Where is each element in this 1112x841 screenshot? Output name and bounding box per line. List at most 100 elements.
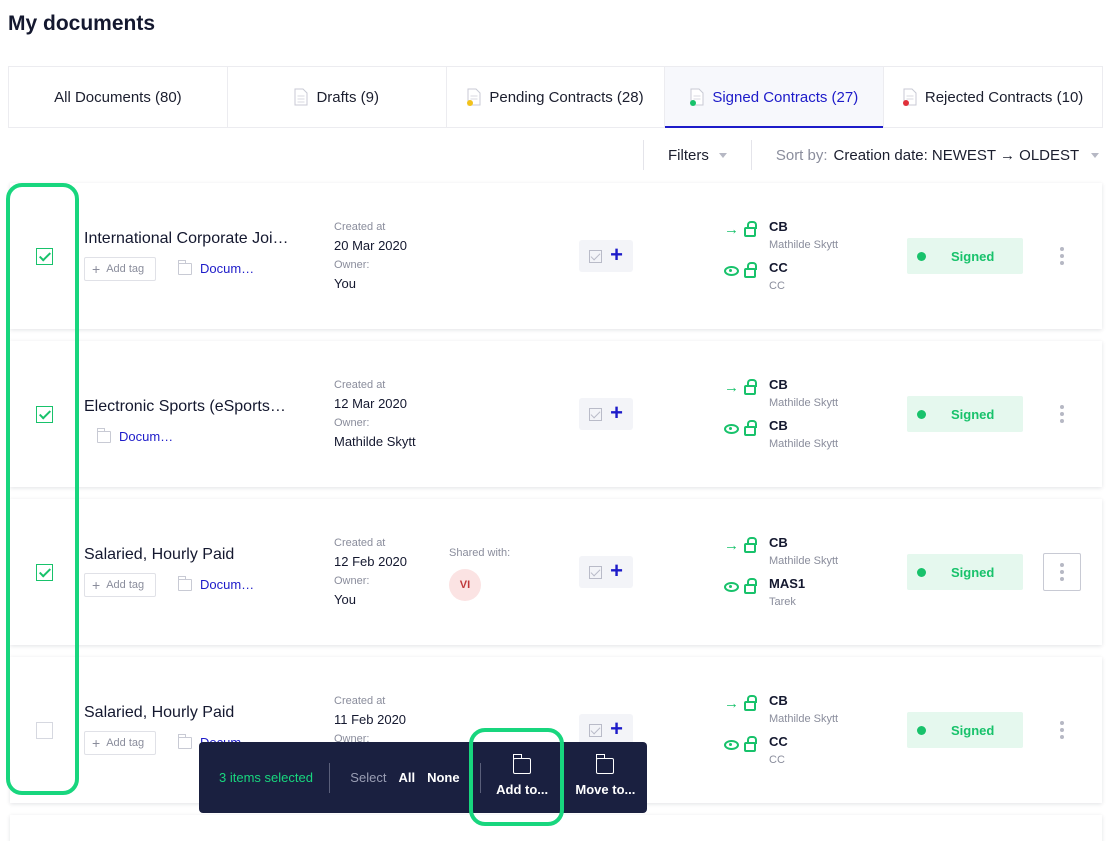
add-tag-button[interactable]: + Add tag: [84, 731, 156, 755]
plus-icon: +: [92, 577, 101, 593]
lock-icon: [744, 537, 757, 553]
signer-code: CB: [769, 377, 788, 392]
divider: [750, 140, 752, 170]
select-checkbox[interactable]: [36, 248, 53, 265]
owner-name: You: [334, 592, 356, 607]
select-none-button[interactable]: None: [427, 770, 460, 785]
select-all-button[interactable]: All: [398, 770, 416, 785]
signer-code: CB: [769, 693, 788, 708]
document-signed-icon: [690, 88, 704, 106]
lock-icon: [744, 695, 757, 711]
signer-name: Mathilde Skytt: [769, 555, 839, 567]
sign-add-button[interactable]: +: [579, 398, 633, 430]
tab-rejected-contracts[interactable]: Rejected Contracts (10): [884, 67, 1102, 127]
status-dot: [917, 567, 926, 577]
chevron-down-icon: [1091, 152, 1100, 158]
folder-icon: [97, 427, 111, 443]
signer-code: CB: [769, 219, 788, 234]
document-title[interactable]: International Corporate Joi…: [84, 230, 289, 247]
sign-add-button[interactable]: +: [579, 556, 633, 588]
document-card: Electronic Sports (eSports… Docum… Creat…: [10, 341, 1102, 487]
signer-name: Mathilde Skytt: [769, 397, 839, 409]
sort-value: Creation date: NEWEST → OLDEST: [833, 146, 1080, 164]
chevron-down-icon: [718, 152, 727, 158]
signer-entry: → CB Mathilde Skytt: [724, 219, 884, 259]
select-label: Select: [350, 770, 387, 785]
document-rejected-icon: [902, 88, 917, 106]
add-tag-label: Add tag: [106, 263, 145, 275]
sign-add-button[interactable]: +: [579, 240, 633, 272]
add-tag-button[interactable]: + Add tag: [84, 573, 156, 597]
sign-add-button[interactable]: +: [579, 714, 633, 746]
arrow-right-icon: →: [724, 379, 739, 396]
more-options-button[interactable]: [1043, 395, 1081, 433]
tab-label: Rejected Contracts (10): [924, 88, 1084, 106]
document-title[interactable]: Electronic Sports (eSports…: [84, 398, 286, 415]
eye-icon: [724, 423, 739, 434]
add-to-button[interactable]: Add to...: [481, 754, 564, 797]
more-options-button[interactable]: [1043, 711, 1081, 749]
tab-signed-contracts[interactable]: Signed Contracts (27): [665, 67, 885, 128]
created-label: Created at: [334, 695, 386, 707]
folder-link[interactable]: Docum…: [97, 427, 173, 444]
created-label: Created at: [334, 379, 386, 391]
folder-move-icon: [595, 754, 615, 774]
plus-icon: +: [610, 242, 623, 267]
tab-label: Drafts (9): [316, 88, 379, 106]
folder-link[interactable]: Docum…: [178, 259, 254, 276]
filters-label: Filters: [668, 146, 709, 164]
sign-icon: [589, 407, 603, 421]
document-card: [10, 815, 1102, 841]
filters-dropdown[interactable]: Filters: [644, 147, 751, 164]
viewer-entry: CB Mathilde Skytt: [724, 418, 884, 458]
eye-icon: [724, 581, 739, 592]
viewer-name: Mathilde Skytt: [769, 438, 839, 450]
folder-link[interactable]: Docum…: [178, 575, 254, 592]
status-badge: Signed: [907, 396, 1023, 432]
lock-icon: [744, 420, 757, 436]
selected-count: 3 items selected: [219, 770, 313, 785]
plus-icon: +: [610, 716, 623, 741]
signer-entry: → CB Mathilde Skytt: [724, 377, 884, 417]
status-label: Signed: [951, 406, 995, 422]
status-label: Signed: [951, 564, 995, 580]
viewer-entry: CC CC: [724, 734, 884, 774]
avatar[interactable]: VI: [449, 569, 481, 601]
select-controls: Select All None: [330, 770, 479, 785]
divider: [643, 140, 644, 170]
more-options-button[interactable]: [1043, 237, 1081, 275]
add-tag-button[interactable]: + Add tag: [84, 257, 156, 281]
sign-icon: [589, 723, 603, 737]
sort-dropdown[interactable]: Sort by: Creation date: NEWEST → OLDEST: [752, 146, 1100, 164]
status-badge: Signed: [907, 238, 1023, 274]
shared-with-label: Shared with:: [449, 547, 511, 559]
signer-entry: → CB Mathilde Skytt: [724, 693, 884, 733]
viewer-code: CC: [769, 260, 788, 275]
more-options-button[interactable]: [1043, 553, 1081, 591]
viewer-code: CC: [769, 734, 788, 749]
select-checkbox[interactable]: [36, 722, 53, 739]
add-tag-label: Add tag: [106, 737, 145, 749]
status-label: Signed: [951, 722, 995, 738]
move-to-label: Move to...: [575, 782, 636, 797]
viewer-code: MAS1: [769, 576, 806, 591]
signer-name: Mathilde Skytt: [769, 713, 839, 725]
move-to-button[interactable]: Move to...: [564, 754, 647, 797]
document-title[interactable]: Salaried, Hourly Paid: [84, 546, 235, 563]
owner-label: Owner:: [334, 259, 370, 271]
list-toolbar: Filters Sort by: Creation date: NEWEST →…: [643, 140, 1103, 170]
document-icon: [294, 88, 308, 106]
status-badge: Signed: [907, 712, 1023, 748]
viewer-name: CC: [769, 280, 785, 292]
created-date: 20 Mar 2020: [334, 238, 407, 253]
tab-drafts[interactable]: Drafts (9): [228, 67, 447, 127]
folder-icon: [178, 733, 192, 749]
tab-pending-contracts[interactable]: Pending Contracts (28): [447, 67, 666, 127]
document-title[interactable]: Salaried, Hourly Paid: [84, 704, 235, 721]
tab-all-documents[interactable]: All Documents (80): [9, 67, 228, 127]
eye-icon: [724, 739, 739, 750]
viewer-name: CC: [769, 754, 785, 766]
select-checkbox[interactable]: [36, 406, 53, 423]
select-checkbox[interactable]: [36, 564, 53, 581]
document-card: Salaried, Hourly Paid + Add tag Docum… C…: [10, 499, 1102, 645]
